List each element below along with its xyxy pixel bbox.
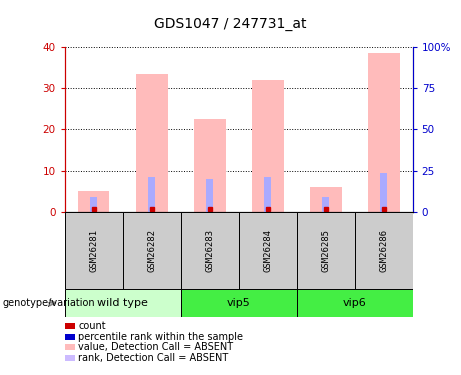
Text: percentile rank within the sample: percentile rank within the sample (78, 332, 243, 342)
Bar (181, 212, 239, 289)
Text: GSM26285: GSM26285 (321, 229, 330, 272)
Bar (90, 197, 97, 212)
Bar (239, 212, 296, 289)
Text: GSM26283: GSM26283 (205, 229, 214, 272)
Bar (65, 212, 123, 289)
Bar (194, 119, 225, 212)
Text: value, Detection Call = ABSENT: value, Detection Call = ABSENT (78, 342, 233, 352)
Bar (355, 212, 413, 289)
Bar (206, 179, 213, 212)
Bar (65, 289, 181, 317)
Text: GSM26281: GSM26281 (89, 229, 98, 272)
Bar (322, 197, 329, 212)
Text: vip5: vip5 (227, 298, 250, 308)
Bar (252, 80, 284, 212)
Bar (310, 187, 342, 212)
Bar (136, 74, 167, 212)
Bar (296, 212, 355, 289)
Text: genotype/variation: genotype/variation (2, 298, 95, 308)
Bar (264, 177, 271, 212)
Text: GDS1047 / 247731_at: GDS1047 / 247731_at (154, 17, 307, 31)
Bar (296, 289, 413, 317)
Text: count: count (78, 321, 106, 331)
Text: GSM26284: GSM26284 (263, 229, 272, 272)
Text: vip6: vip6 (343, 298, 366, 308)
Text: wild type: wild type (97, 298, 148, 308)
Bar (181, 289, 296, 317)
Bar (148, 177, 155, 212)
Text: GSM26282: GSM26282 (147, 229, 156, 272)
Bar (123, 212, 181, 289)
Text: rank, Detection Call = ABSENT: rank, Detection Call = ABSENT (78, 353, 229, 363)
Bar (77, 191, 110, 212)
Text: GSM26286: GSM26286 (379, 229, 388, 272)
Bar (380, 172, 387, 212)
Bar (367, 53, 400, 212)
